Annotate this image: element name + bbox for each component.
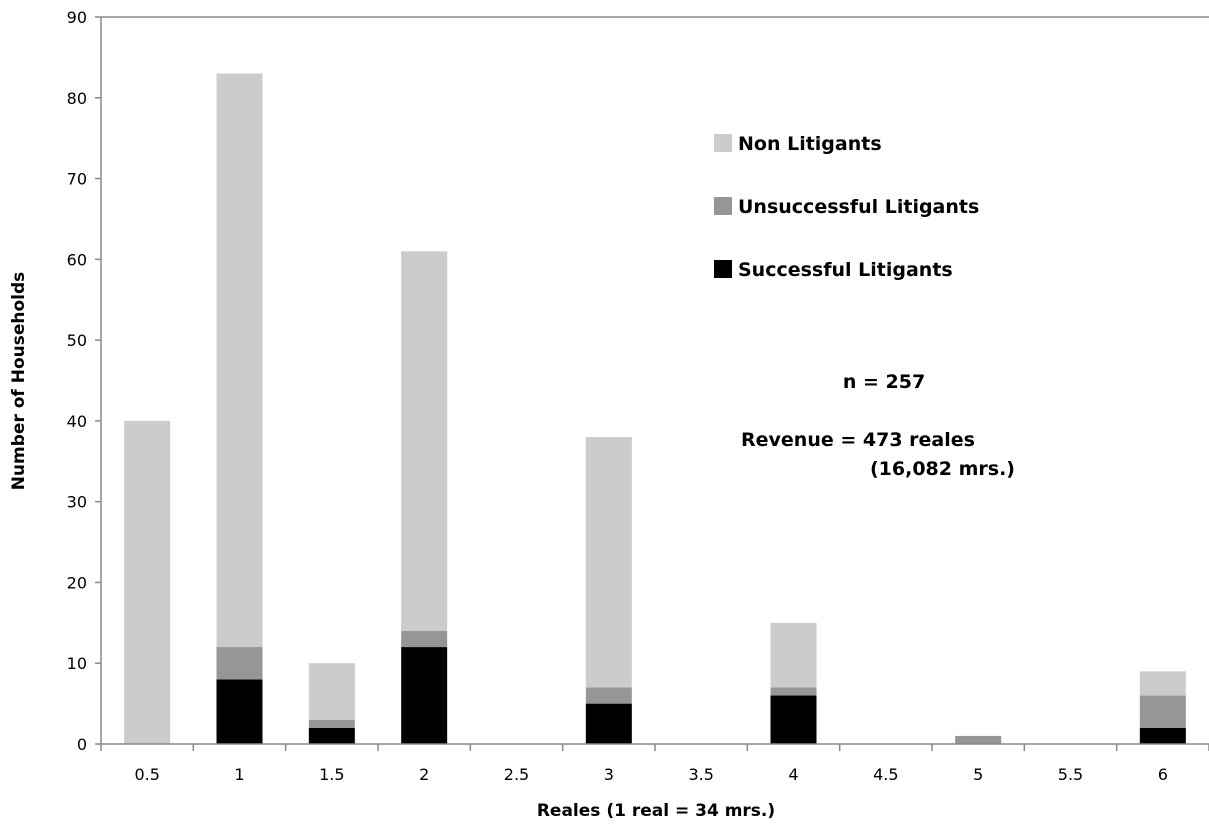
bar-segment-successful-litigants <box>401 647 448 744</box>
bar-segment-unsuccessful-litigants <box>770 687 817 696</box>
y-tick-label: 60 <box>67 250 87 269</box>
bar-segment-unsuccessful-litigants <box>308 719 355 728</box>
y-tick-label: 50 <box>67 331 87 350</box>
bar-segment-unsuccessful-litigants <box>1139 695 1186 728</box>
x-tick-label: 3 <box>604 765 614 784</box>
bar-segment-successful-litigants <box>585 703 632 744</box>
x-tick-label: 2 <box>419 765 429 784</box>
legend-swatch <box>714 260 732 278</box>
x-tick-label: 0.5 <box>134 765 159 784</box>
x-ticks-group: 0.5 1 1.5 2 2.5 3 3.5 4 4.5 5 5.5 6 <box>100 744 1209 784</box>
y-axis-title: Number of Households <box>9 272 29 491</box>
x-tick-label: 1 <box>234 765 244 784</box>
axes-group <box>100 16 1209 745</box>
y-tick-label: 80 <box>67 89 87 108</box>
revenue-mrs-annotation: (16,082 mrs.) <box>870 458 1015 480</box>
y-tick-label: 40 <box>67 412 87 431</box>
sample-size-annotation: n = 257 <box>843 371 925 393</box>
y-tick-label: 20 <box>67 573 87 592</box>
bar-segment-unsuccessful-litigants <box>216 647 263 680</box>
bar-segment-non-litigants <box>1139 671 1186 696</box>
bars-group <box>124 73 1186 744</box>
x-tick-label: 4 <box>788 765 798 784</box>
y-tick-label: 70 <box>67 170 87 189</box>
x-tick-label: 4.5 <box>873 765 898 784</box>
x-tick-label: 6 <box>1158 765 1168 784</box>
legend-label: Unsuccessful Litigants <box>738 196 979 218</box>
legend-label: Successful Litigants <box>738 259 953 281</box>
bar-segment-non-litigants <box>216 73 263 648</box>
bar-segment-successful-litigants <box>308 727 355 744</box>
y-ticks-group: 0 10 20 30 40 50 60 70 80 90 <box>67 8 101 754</box>
y-tick-label: 0 <box>77 735 87 754</box>
legend-swatch <box>714 134 732 152</box>
x-tick-label: 5.5 <box>1058 765 1083 784</box>
bar-segment-successful-litigants <box>1139 727 1186 744</box>
x-axis-title: Reales (1 real = 34 mrs.) <box>537 801 775 821</box>
bar-segment-non-litigants <box>401 251 448 631</box>
y-tick-label: 10 <box>67 654 87 673</box>
y-tick-label: 90 <box>67 8 87 27</box>
bar-segment-non-litigants <box>308 663 355 720</box>
bar-segment-successful-litigants <box>770 695 817 744</box>
bar-segment-non-litigants <box>124 420 171 744</box>
x-tick-label: 3.5 <box>688 765 713 784</box>
bar-segment-unsuccessful-litigants <box>401 630 448 648</box>
legend: Non Litigants Unsuccessful Litigants Succe… <box>714 133 979 281</box>
x-tick-label: 5 <box>973 765 983 784</box>
x-tick-label: 1.5 <box>319 765 344 784</box>
bar-segment-unsuccessful-litigants <box>955 735 1002 744</box>
bar-segment-non-litigants <box>770 622 817 688</box>
y-tick-label: 30 <box>67 493 87 512</box>
legend-swatch <box>714 197 732 215</box>
x-tick-label: 2.5 <box>504 765 529 784</box>
bar-segment-unsuccessful-litigants <box>585 687 632 704</box>
revenue-annotation: Revenue = 473 reales <box>741 429 975 451</box>
legend-label: Non Litigants <box>738 133 882 155</box>
bar-segment-successful-litigants <box>216 679 263 744</box>
bar-segment-non-litigants <box>585 437 632 688</box>
